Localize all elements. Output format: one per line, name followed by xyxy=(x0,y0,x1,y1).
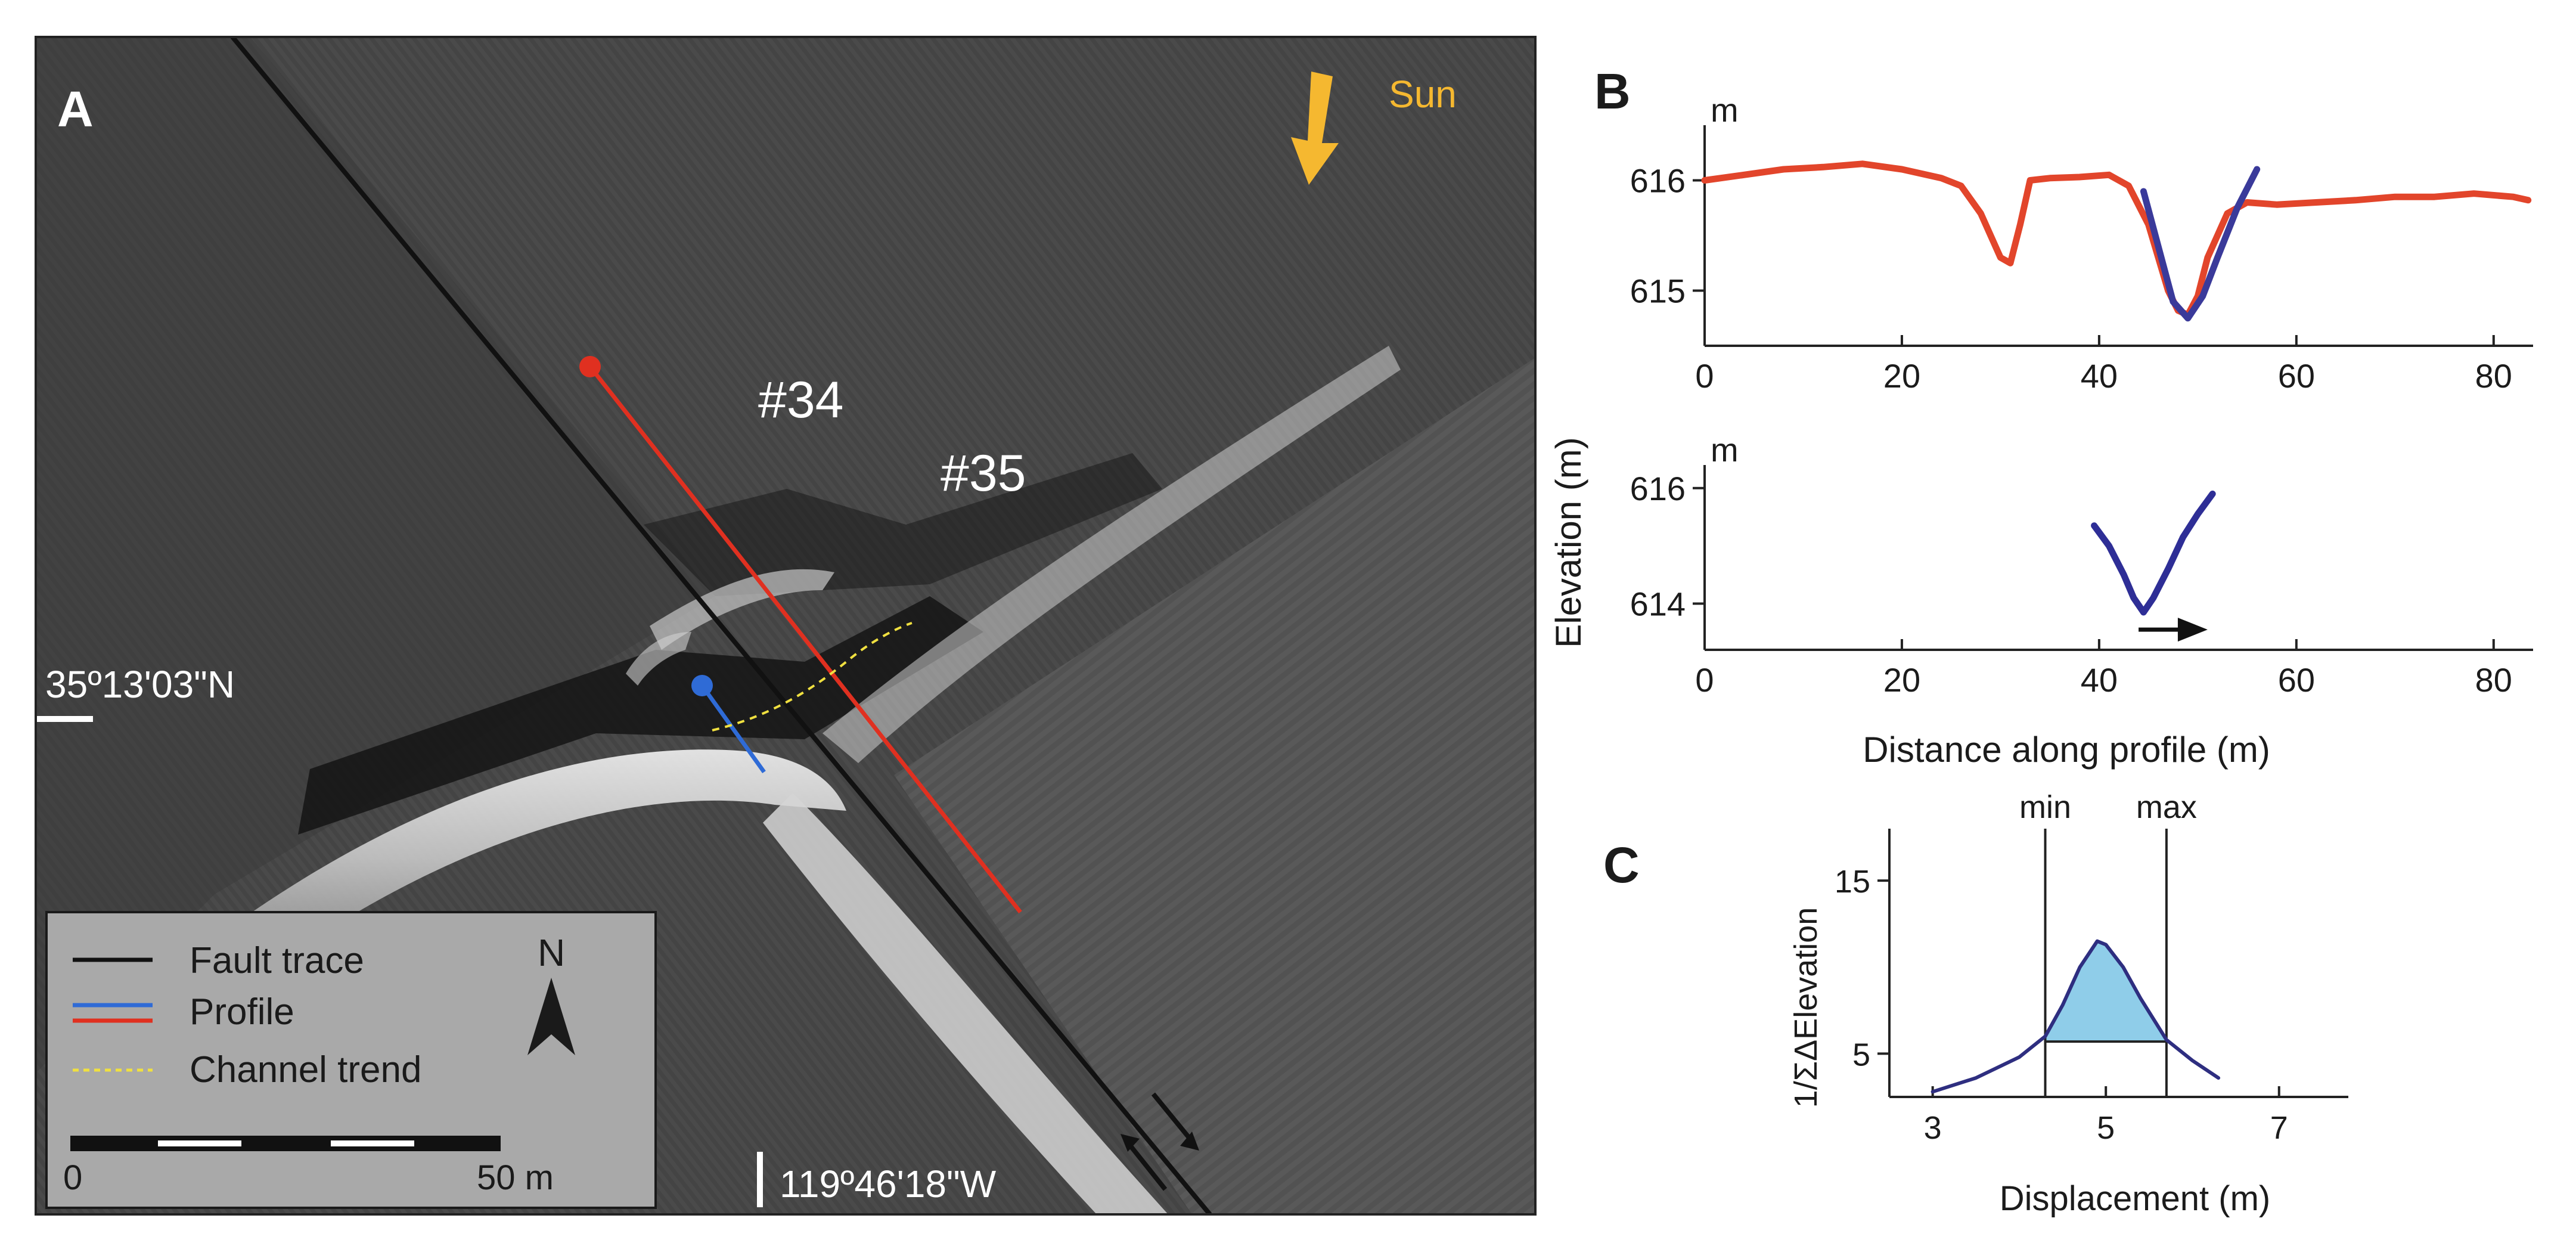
panel-a-letter: A xyxy=(57,81,94,137)
profile-blue xyxy=(700,684,766,774)
y-tick-label: 614 xyxy=(1630,585,1686,623)
series-line-0 xyxy=(2091,490,2216,616)
y-tick-label: 616 xyxy=(1630,162,1686,200)
x-tick-label: 20 xyxy=(1883,661,1920,699)
y-tick-label: 15 xyxy=(1835,864,1870,900)
channel-shadow xyxy=(298,596,983,835)
scale-start-label: 0 xyxy=(63,1158,82,1197)
sun-arrow-icon xyxy=(1291,72,1339,185)
max-label: max xyxy=(2136,789,2197,825)
x-tick-label: 5 xyxy=(2097,1110,2115,1146)
slip-arrow-left xyxy=(1127,1143,1168,1191)
scale-bar-white-1 xyxy=(158,1140,241,1146)
x-tick-label: 7 xyxy=(2270,1110,2288,1146)
x-tick-label: 60 xyxy=(2278,357,2315,395)
series-line-1 xyxy=(2140,166,2261,322)
chart-b-top: 0 20 40 60 80 615 616 m xyxy=(1630,91,2533,395)
x-tick-label: 80 xyxy=(2475,661,2512,699)
chart-b-bottom: 0 20 40 60 80 614 616 m xyxy=(1630,431,2533,699)
fault-trace xyxy=(230,37,1212,1214)
y-tick-label: 616 xyxy=(1630,470,1686,507)
chart-c: 3 5 7 5 15 min max xyxy=(1835,789,2348,1146)
slip-arrow-right xyxy=(1151,1092,1193,1142)
unit-label: m xyxy=(1711,431,1739,469)
x-tick-label: 0 xyxy=(1695,661,1714,699)
profile-blue-end xyxy=(691,675,713,696)
channel-trend xyxy=(712,622,913,731)
map-left-lobe xyxy=(36,37,715,1073)
panel-b-letter: B xyxy=(1594,63,1631,119)
channel-35-northeast xyxy=(823,346,1401,763)
x-tick-label: 20 xyxy=(1883,357,1920,395)
x-tick-label: 0 xyxy=(1695,357,1714,395)
ridge-shadow xyxy=(644,453,1162,596)
series-line-0 xyxy=(1701,160,2532,318)
x-tick-label: 3 xyxy=(1924,1110,1942,1146)
legend-fault-label: Fault trace xyxy=(190,940,364,981)
profile-red-end xyxy=(579,356,601,377)
chart-b-ylabel: Elevation (m) xyxy=(1548,437,1588,647)
map-frame xyxy=(35,36,1537,1216)
unit-label: m xyxy=(1711,91,1739,129)
channel-35-southeast xyxy=(763,793,1168,1214)
legend-channel-label: Channel trend xyxy=(190,1049,422,1090)
chart-c-ylabel: 1/ΣΔElevation xyxy=(1788,907,1824,1108)
scale-bar xyxy=(70,1136,501,1151)
displacement-arrow-head xyxy=(2177,618,2208,642)
slip-arrow-left-head xyxy=(1121,1134,1140,1152)
x-tick-label: 80 xyxy=(2475,357,2512,395)
sun-label: Sun xyxy=(1389,73,1457,116)
longitude-label: 119º46'18"W xyxy=(780,1163,997,1205)
channel-label-34: #34 xyxy=(758,371,844,429)
x-tick-label: 40 xyxy=(2081,661,2118,699)
legend-profile-label: Profile xyxy=(190,991,294,1033)
panel-c-letter: C xyxy=(1603,837,1640,893)
shaded-area xyxy=(2045,941,2167,1042)
scale-end-label: 50 m xyxy=(477,1158,554,1197)
chart-c-xlabel: Displacement (m) xyxy=(2000,1179,2270,1218)
y-tick-label: 615 xyxy=(1630,272,1686,310)
north-arrow-icon xyxy=(527,978,575,1055)
y-tick-label: 5 xyxy=(1852,1037,1870,1072)
channel-34-small xyxy=(626,632,691,686)
x-tick-label: 60 xyxy=(2278,661,2315,699)
scale-bar-white-2 xyxy=(331,1140,414,1146)
legend: Fault trace Profile Channel trend N 0 50… xyxy=(45,911,657,1209)
slip-arrow-right-head xyxy=(1180,1132,1199,1151)
min-label: min xyxy=(2019,789,2071,825)
series-line-0 xyxy=(1931,939,2221,1094)
north-label: N xyxy=(538,931,565,974)
latitude-label: 35º13'03"N xyxy=(45,663,235,706)
panel-a-map xyxy=(36,37,1535,1214)
channel-34-upper xyxy=(650,569,834,650)
chart-b-xlabel: Distance along profile (m) xyxy=(1863,730,2270,770)
channel-label-35: #35 xyxy=(941,445,1026,502)
map-right-plain xyxy=(894,358,1535,1214)
profile-red xyxy=(588,365,1022,914)
x-tick-label: 40 xyxy=(2081,357,2118,395)
